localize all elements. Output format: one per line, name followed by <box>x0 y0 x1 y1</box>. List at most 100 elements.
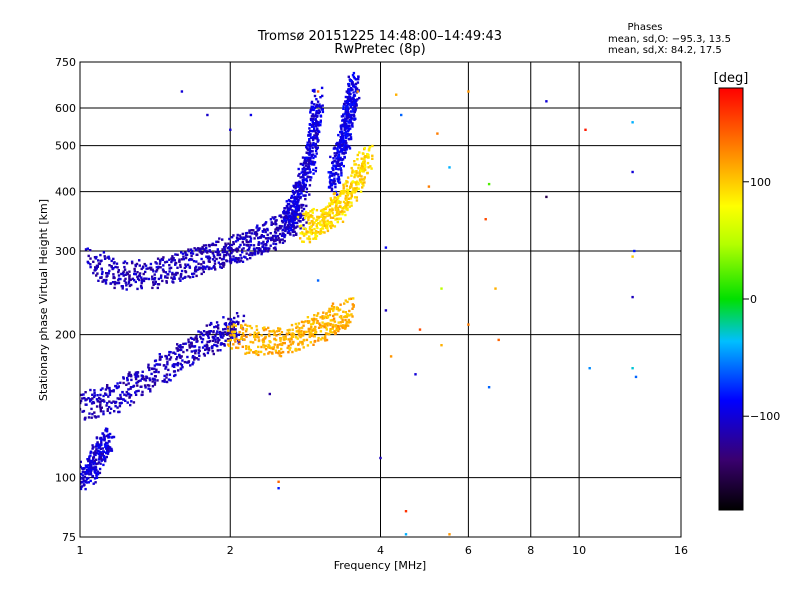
trace-point <box>203 354 206 357</box>
trace-point <box>275 330 278 333</box>
grid <box>80 62 681 537</box>
trace-point <box>286 215 290 218</box>
trace-point <box>125 288 128 291</box>
trace-point <box>189 364 192 367</box>
trace-point <box>185 349 189 352</box>
trace-point <box>108 393 112 396</box>
trace-point <box>152 281 155 284</box>
trace-point <box>140 385 143 388</box>
trace-point <box>257 339 261 342</box>
scatter-point <box>487 386 491 389</box>
trace-point <box>353 110 356 114</box>
trace-point <box>299 340 302 344</box>
trace-point <box>363 157 366 161</box>
trace-point <box>337 208 340 212</box>
trace-point <box>356 180 359 183</box>
trace-point <box>208 339 212 343</box>
trace-point <box>342 107 345 110</box>
trace-point <box>311 105 315 109</box>
trace-point <box>345 134 349 138</box>
trace-point <box>228 254 232 257</box>
trace-point <box>297 342 300 345</box>
trace-point <box>136 277 140 280</box>
trace-point <box>346 300 349 304</box>
trace-point <box>296 221 299 225</box>
trace-point <box>223 253 226 257</box>
trace-point <box>352 170 356 173</box>
trace-point <box>312 172 315 175</box>
trace-point <box>356 182 360 185</box>
trace-point <box>257 350 260 354</box>
trace-point <box>300 171 303 174</box>
trace-point <box>200 252 204 255</box>
trace-point <box>280 342 283 345</box>
trace-point <box>96 272 99 275</box>
trace-point <box>211 252 215 255</box>
trace-point <box>315 218 319 221</box>
trace-point <box>101 270 104 274</box>
trace-point <box>352 305 355 308</box>
trace-point <box>315 109 318 113</box>
trace-point <box>344 202 347 205</box>
trace-point <box>308 335 311 339</box>
trace-point <box>207 255 210 258</box>
trace-point <box>100 439 103 442</box>
trace-point <box>309 162 312 165</box>
trace-point <box>335 306 339 309</box>
trace-point <box>85 478 88 481</box>
trace-point <box>336 198 339 201</box>
trace-point <box>291 210 294 214</box>
trace-point <box>138 264 141 267</box>
trace-point <box>353 85 356 88</box>
trace-point <box>280 225 283 228</box>
trace-point <box>353 115 356 118</box>
trace-point <box>333 313 336 316</box>
trace-point <box>337 133 340 137</box>
trace-point <box>264 237 268 240</box>
trace-point <box>163 378 166 381</box>
trace-point <box>307 218 310 222</box>
trace-point <box>114 265 117 269</box>
trace-point <box>294 181 298 185</box>
trace-point <box>135 381 138 385</box>
trace-point <box>313 231 316 234</box>
trace-point <box>303 171 306 174</box>
trace-point <box>334 165 338 168</box>
trace-point <box>285 200 288 203</box>
trace-point <box>150 266 153 269</box>
trace-point <box>102 394 105 398</box>
trace-point <box>338 327 341 331</box>
trace-point <box>144 270 147 274</box>
trace-point <box>164 365 168 369</box>
trace-point <box>302 174 305 177</box>
trace-point <box>202 333 205 337</box>
trace-point <box>105 455 108 459</box>
trace-point <box>348 115 351 119</box>
trace-point <box>339 149 343 152</box>
trace-point <box>340 169 343 172</box>
trace-point <box>166 273 169 276</box>
trace-point <box>208 257 211 261</box>
trace-point <box>287 351 290 354</box>
trace-point <box>348 309 351 313</box>
trace-point <box>182 255 185 258</box>
trace-point <box>89 454 92 457</box>
trace-point <box>335 326 338 330</box>
trace-point <box>307 162 311 165</box>
trace-point <box>305 164 308 167</box>
trace-point <box>229 243 232 247</box>
trace-point <box>340 126 343 129</box>
trace-point <box>300 331 303 335</box>
trace-point <box>368 145 372 149</box>
trace-point <box>145 376 148 379</box>
trace-point <box>232 320 235 324</box>
trace-point <box>309 210 312 213</box>
trace-point <box>160 274 163 277</box>
trace-point <box>277 327 280 330</box>
trace-point <box>216 344 219 348</box>
trace-point <box>108 257 111 260</box>
trace-point <box>262 343 265 347</box>
trace-point <box>171 364 174 368</box>
trace-point <box>369 165 372 168</box>
trace-point <box>172 351 176 354</box>
